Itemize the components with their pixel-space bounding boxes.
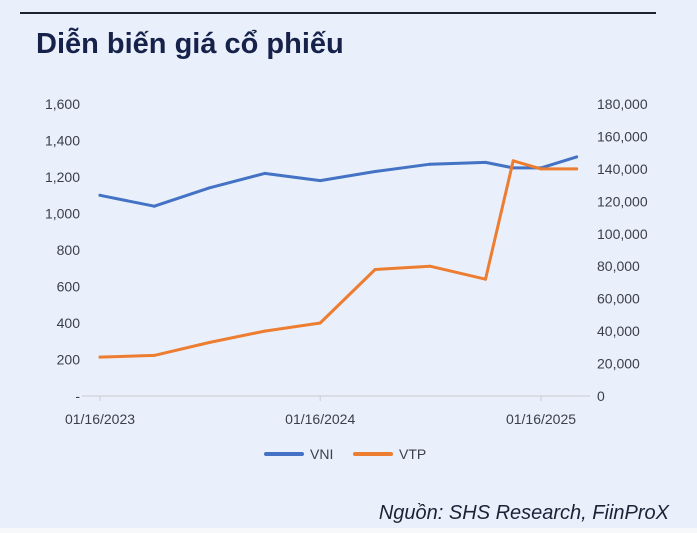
series-line-vtp bbox=[98, 159, 579, 359]
source-note: Nguồn: SHS Research, FiinProX bbox=[378, 502, 669, 524]
data-point-vtp bbox=[511, 159, 515, 163]
data-point-vni bbox=[484, 160, 487, 164]
y-right-tick-label: 180,000 bbox=[597, 96, 648, 112]
data-point-vtp bbox=[98, 355, 102, 359]
top-rule bbox=[20, 12, 656, 14]
data-point-vtp bbox=[152, 353, 156, 357]
x-tick-label: 01/16/2024 bbox=[285, 411, 355, 427]
data-point-vni bbox=[318, 179, 322, 183]
y-right-tick-label: 160,000 bbox=[597, 128, 648, 144]
y-right-tick-label: 60,000 bbox=[597, 291, 640, 307]
y-left-tick-label: 1,200 bbox=[45, 169, 80, 185]
legend-label-vtp: VTP bbox=[399, 446, 426, 462]
data-point-vni bbox=[575, 155, 579, 159]
data-point-vtp bbox=[484, 277, 487, 281]
y-right-tick-label: 100,000 bbox=[597, 226, 648, 242]
data-point-vtp bbox=[575, 167, 579, 171]
y-left-tick-label: 1,600 bbox=[45, 96, 80, 112]
y-left-tick-label: 200 bbox=[57, 352, 81, 368]
data-point-vni bbox=[207, 186, 211, 190]
y-left-tick-label: - bbox=[75, 388, 80, 404]
data-point-vtp bbox=[207, 341, 211, 344]
y-left-tick-label: 1,400 bbox=[45, 133, 80, 149]
y-right-tick-label: 80,000 bbox=[597, 258, 640, 274]
y-right-tick-label: 120,000 bbox=[597, 193, 648, 209]
data-point-vni bbox=[152, 204, 156, 208]
y-left-tick-label: 400 bbox=[57, 315, 81, 331]
x-tick-label: 01/16/2025 bbox=[506, 411, 576, 427]
data-point-vni bbox=[428, 162, 432, 166]
data-point-vni bbox=[373, 170, 377, 173]
bottom-band bbox=[0, 528, 697, 533]
data-point-vtp bbox=[263, 329, 267, 333]
data-point-vtp bbox=[539, 167, 543, 171]
data-point-vtp bbox=[373, 268, 377, 271]
data-point-vni bbox=[98, 193, 102, 197]
data-point-vtp bbox=[428, 264, 432, 268]
y-right-tick-label: 40,000 bbox=[597, 323, 640, 339]
data-point-vtp bbox=[318, 321, 322, 325]
y-left-tick-label: 1,000 bbox=[45, 206, 80, 222]
y-left-tick-label: 600 bbox=[57, 279, 81, 295]
y-right-tick-label: 0 bbox=[597, 388, 605, 404]
y-left-tick-label: 800 bbox=[57, 242, 81, 258]
data-point-vni bbox=[263, 171, 267, 175]
y-right-tick-label: 20,000 bbox=[597, 356, 640, 372]
x-tick-label: 01/16/2023 bbox=[65, 411, 135, 427]
legend-label-vni: VNI bbox=[310, 446, 333, 462]
chart-title: Diễn biến giá cổ phiếu bbox=[36, 28, 344, 60]
y-right-tick-label: 140,000 bbox=[597, 161, 648, 177]
